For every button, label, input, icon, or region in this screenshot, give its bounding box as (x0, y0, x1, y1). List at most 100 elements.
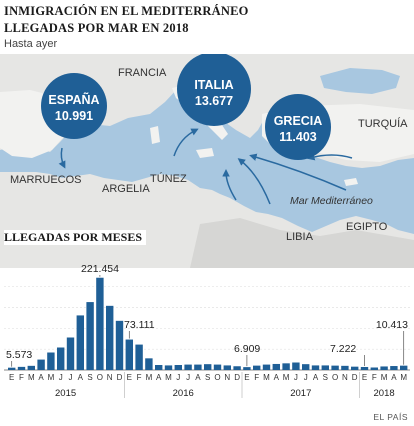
bar (57, 347, 65, 370)
month-tick-label: M (48, 373, 55, 382)
bar (164, 365, 173, 370)
bar (27, 365, 35, 370)
month-tick-label: S (323, 373, 328, 382)
bar (204, 364, 212, 370)
bar (351, 366, 359, 370)
bar (223, 365, 231, 370)
bar (184, 364, 192, 370)
data-label: 221.454 (81, 263, 119, 275)
month-tick-label: D (117, 373, 123, 382)
month-tick-label: N (224, 373, 230, 382)
bubble-espana: ESPAÑA 10.991 (41, 73, 107, 139)
bar (292, 362, 300, 370)
bar (400, 365, 408, 370)
route-arrow-tunisia-italy (173, 128, 199, 157)
label-leaders (11, 275, 405, 367)
source-credit: EL PAÍS (373, 412, 408, 422)
month-tick-label: M (381, 373, 388, 382)
land-libya (190, 218, 414, 268)
month-tick-label: J (176, 373, 180, 382)
label-marruecos: MARRUECOS (10, 174, 82, 186)
data-label: 5.573 (6, 349, 32, 361)
label-sea: Mar Mediterráneo (290, 195, 373, 207)
land-turkey (302, 104, 414, 162)
year-label: 2016 (173, 388, 194, 399)
date-note: Hasta ayer (4, 38, 58, 50)
bar (106, 305, 114, 370)
month-tick-label: O (332, 373, 338, 382)
bar (390, 366, 398, 370)
month-tick-label: F (254, 373, 259, 382)
month-tick-label: M (165, 373, 172, 382)
year-label: 2017 (290, 388, 311, 399)
route-arrow-turkey-greece (307, 153, 353, 161)
month-tick-label: M (400, 373, 407, 382)
month-tick-label: J (59, 373, 63, 382)
bar (253, 365, 261, 370)
month-tick-label: D (352, 373, 358, 382)
data-label: 10.413 (376, 319, 408, 331)
bar (145, 358, 153, 370)
route-arrow-libya-italy (222, 169, 237, 201)
bar (341, 365, 349, 370)
label-egipto: EGIPTO (346, 221, 388, 233)
month-tick-label: J (304, 373, 308, 382)
data-label: 7.222 (330, 343, 356, 355)
bar (115, 320, 124, 370)
bar (125, 339, 133, 370)
month-tick-label: M (263, 373, 270, 382)
month-tick-label: M (28, 373, 35, 382)
route-arrow-libya-greece (237, 158, 271, 205)
sea-black (320, 68, 400, 94)
route-arrow-egypt-greece (249, 153, 347, 191)
bar (380, 366, 388, 370)
bubble-espana-value: 10.991 (55, 109, 93, 123)
month-tick-label: E (127, 373, 132, 382)
bar (47, 352, 55, 370)
bar (213, 364, 222, 370)
month-tick-label: A (313, 373, 319, 382)
bar (233, 366, 241, 370)
bar (37, 359, 45, 370)
route-arrow-spain (58, 147, 66, 169)
bar (174, 365, 182, 370)
data-label: 73.111 (124, 319, 155, 331)
bar (321, 365, 329, 370)
month-tick-label: A (274, 373, 280, 382)
gridlines (4, 286, 410, 371)
month-tick-label: F (372, 373, 377, 382)
month-tick-label: A (78, 373, 84, 382)
year-labels: 2015 2016 2017 2018 (55, 372, 395, 399)
chart-title: LLEGADAS POR MESES (4, 230, 147, 245)
month-tick-label: E (362, 373, 367, 382)
bar (243, 367, 251, 370)
data-label: 6.909 (234, 343, 260, 355)
bar (360, 366, 369, 370)
bubble-grecia: GRECIA 11.403 (265, 94, 331, 160)
month-tick-label: J (186, 373, 190, 382)
month-tick-label: F (137, 373, 142, 382)
month-tick-label: E (9, 373, 14, 382)
bar (331, 365, 339, 370)
month-tick-label: O (97, 373, 103, 382)
month-tick-label: E (244, 373, 249, 382)
month-tick-label: S (205, 373, 210, 382)
month-tick-label: M (283, 373, 290, 382)
land-sardinia (150, 126, 160, 144)
year-label: 2015 (55, 388, 76, 399)
data-labels: 5.573 221.454 73.111 6.909 7.222 10.413 (6, 263, 408, 361)
year-label: 2018 (374, 388, 395, 399)
label-argelia: ARGELIA (102, 183, 150, 195)
label-libia: LIBIA (286, 231, 314, 243)
month-tick-label: J (294, 373, 298, 382)
bar (8, 367, 16, 370)
bubble-italia: ITALIA 13.677 (177, 54, 251, 126)
bubble-grecia-value: 11.403 (279, 130, 317, 144)
month-tick-label: A (38, 373, 44, 382)
month-tick-label: O (214, 373, 220, 382)
bar (135, 344, 143, 370)
month-tick-label: N (342, 373, 348, 382)
month-tick-label: A (195, 373, 201, 382)
month-tick-label: S (87, 373, 92, 382)
month-tick-label: A (156, 373, 162, 382)
